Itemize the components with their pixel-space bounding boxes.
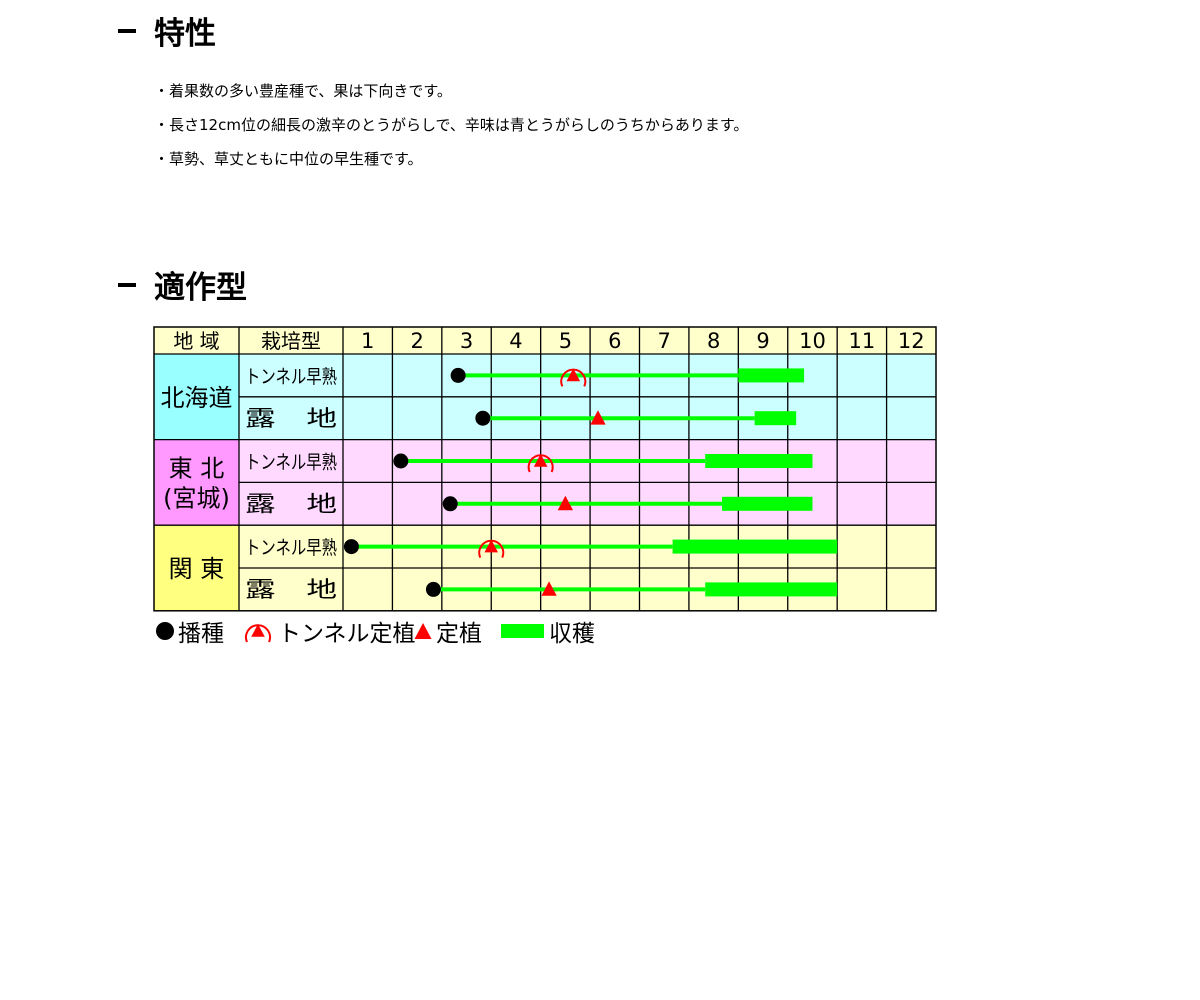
month-label: 8 — [707, 329, 720, 353]
legend-harvest-label: 収穫 — [549, 621, 595, 647]
sowing-marker — [425, 581, 441, 597]
month-label: 6 — [608, 329, 621, 353]
month-label: 7 — [658, 329, 671, 353]
dash-icon — [118, 282, 136, 287]
planting-marker — [541, 581, 557, 596]
harvest-bar — [705, 582, 838, 597]
tunnel-planting-marker — [484, 539, 499, 553]
region-name: 関 東 — [169, 555, 225, 583]
header-type: 栽培型 — [261, 329, 321, 353]
harvest-bar — [722, 496, 813, 511]
planting-marker — [557, 495, 574, 511]
legend-plant-label: 定植 — [436, 621, 482, 647]
cultivation-type: トンネル早熟 — [245, 452, 337, 474]
month-label: 1 — [361, 329, 374, 353]
sowing-marker — [475, 410, 491, 426]
legend-tunnel-label: トンネル定植 — [278, 621, 416, 647]
cultivation-type: トンネル早熟 — [245, 366, 337, 388]
table-border — [153, 326, 937, 612]
dash-icon — [118, 28, 136, 33]
heading-text: 特性 — [154, 16, 216, 52]
sowing-marker — [450, 367, 466, 383]
harvest-bar — [754, 411, 797, 426]
month-label: 11 — [849, 329, 876, 353]
month-label: 3 — [460, 329, 473, 353]
legend-sow-icon — [156, 622, 174, 640]
cultivation-type: 露 地 — [245, 492, 337, 517]
harvest-bar — [738, 368, 805, 383]
heading-text: 適作型 — [154, 270, 247, 306]
heading-cropping-types: 適作型 — [118, 262, 247, 307]
legend-harvest-icon — [501, 624, 544, 638]
region-name: 北海道 — [161, 384, 233, 412]
legend-plant-icon — [414, 623, 432, 639]
harvest-bar — [705, 454, 813, 468]
tunnel-planting-marker — [533, 454, 548, 467]
legend-tunnel-icon — [251, 624, 265, 637]
bullet-1: ・着果数の多い豊産種で、果は下向きです。 — [154, 82, 452, 100]
month-label: 2 — [410, 329, 423, 353]
harvest-bar — [672, 539, 838, 554]
cultivation-type: 露 地 — [245, 578, 337, 603]
region-name: 東 北 — [169, 454, 225, 482]
bullet-3: ・草勢、草丈ともに中位の早生種です。 — [154, 150, 423, 168]
region-cell — [154, 439, 239, 526]
region-cell — [154, 354, 239, 440]
cultivation-type: トンネル早熟 — [245, 537, 337, 559]
month-label: 10 — [799, 329, 826, 353]
sowing-marker — [442, 496, 458, 512]
bullet-2: ・長さ12cm位の細長の激辛のとうがらしで、辛味は青とうがらしのうちからあります… — [154, 116, 749, 134]
month-label: 4 — [509, 329, 522, 353]
heading-characteristics: 特性 — [118, 8, 216, 53]
header-row — [154, 327, 936, 354]
region-cell — [154, 525, 239, 611]
month-label: 9 — [756, 329, 769, 353]
sowing-marker — [343, 539, 359, 555]
planting-marker — [590, 410, 606, 425]
month-label: 5 — [559, 329, 572, 353]
header-region: 地 域 — [173, 329, 219, 353]
sowing-marker — [393, 453, 409, 469]
region-name: (宮城) — [163, 484, 230, 512]
month-label: 12 — [898, 329, 925, 353]
legend-sow-label: 播種 — [178, 621, 224, 647]
cultivation-type: 露 地 — [245, 407, 337, 432]
tunnel-planting-marker — [566, 368, 581, 382]
